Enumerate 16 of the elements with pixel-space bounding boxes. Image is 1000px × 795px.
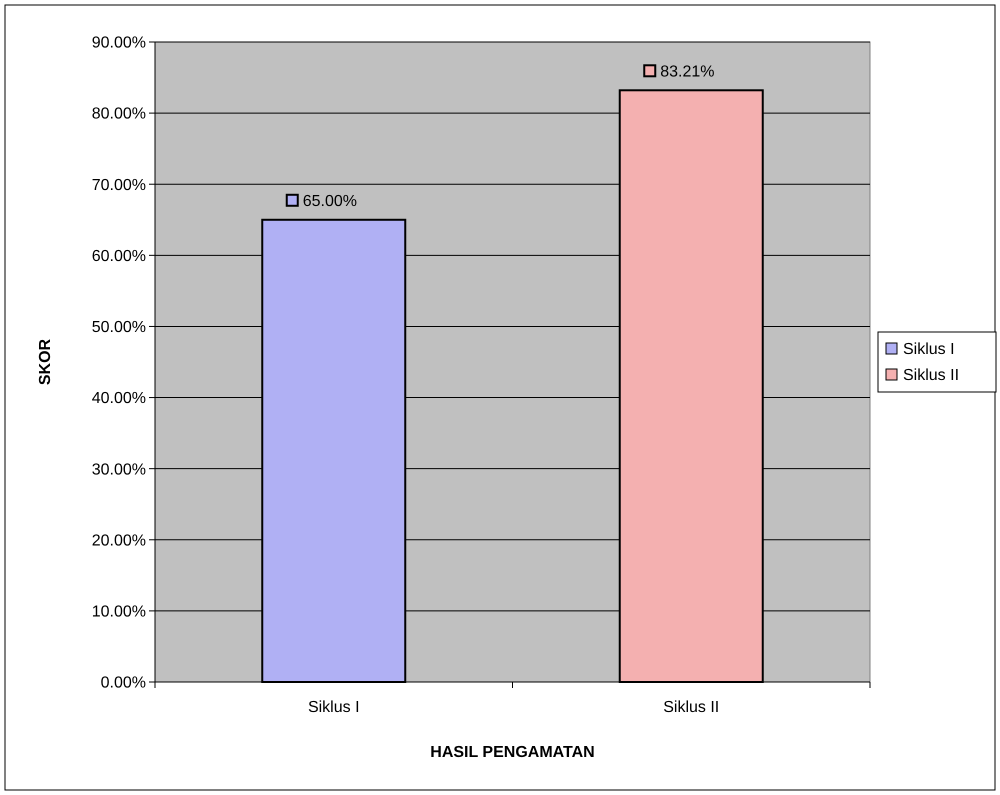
- x-axis-title: HASIL PENGAMATAN: [430, 744, 595, 761]
- y-tick-label: 90.00%: [92, 34, 146, 52]
- y-tick-label: 10.00%: [92, 603, 146, 620]
- y-tick-label: 20.00%: [92, 532, 146, 550]
- y-tick-label: 80.00%: [92, 106, 146, 123]
- legend-label: Siklus II: [903, 367, 960, 384]
- data-label: 83.21%: [660, 63, 715, 80]
- y-tick-label: 30.00%: [92, 461, 146, 478]
- y-tick-label: 40.00%: [92, 390, 146, 408]
- y-tick-label: 70.00%: [92, 176, 146, 194]
- y-tick-label: 60.00%: [92, 248, 146, 265]
- data-label: 65.00%: [302, 192, 358, 210]
- y-tick-label: 0.00%: [100, 674, 146, 692]
- legend-label: Siklus I: [903, 341, 955, 358]
- y-tick-label: 50.00%: [92, 319, 146, 336]
- y-axis-title: SKOR: [37, 338, 54, 386]
